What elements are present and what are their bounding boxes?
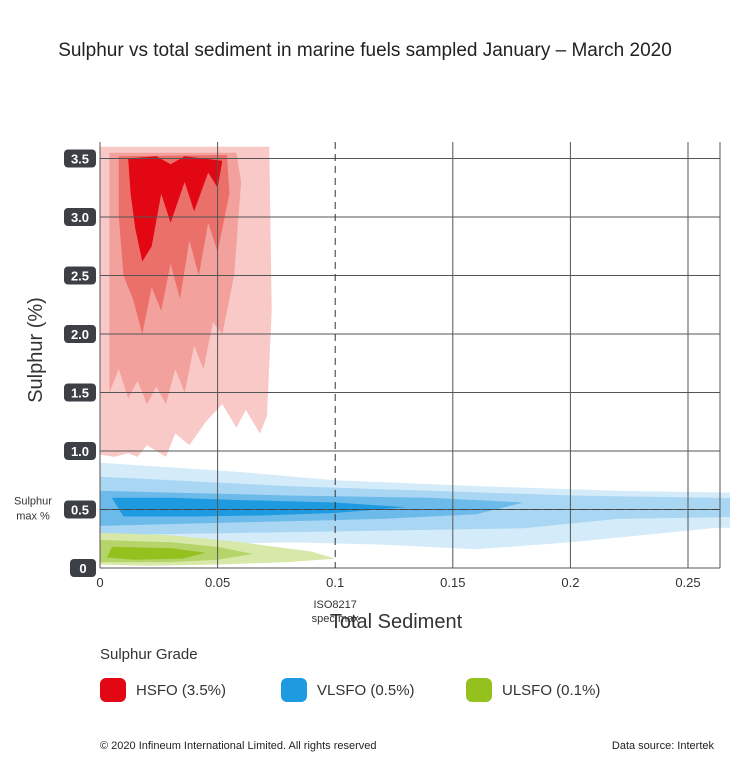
y-tick-badge-0 <box>70 559 96 577</box>
x-tick-label-0: 0 <box>96 575 103 590</box>
density-chart: ISO8217 spec max Sulphur max % 0 0.5 1.0 1.5 2.… <box>14 142 730 633</box>
y-tick-label-1: 0.5 <box>71 503 89 518</box>
y-tick-badge-3 <box>64 383 96 402</box>
copyright-text: © 2020 Infineum International Limited. A… <box>100 740 377 752</box>
y-tick-label-6: 3.0 <box>71 210 89 225</box>
y-tick-label-3: 1.5 <box>71 386 89 401</box>
y-tick-badge-2 <box>64 442 96 460</box>
y-axis-label: Sulphur (%) <box>25 297 47 403</box>
hsfo-density-band-4 <box>128 156 223 262</box>
tick-labels: 0 0.5 1.0 1.5 2.0 2.5 3.0 3.5 0 0.05 0.1 0.15 0.2 0.2… <box>64 149 701 590</box>
x-tick-label-3: 0.15 <box>440 575 465 590</box>
legend-swatch-ulsfo <box>466 678 492 702</box>
iso8217-label-line1: ISO8217 <box>313 599 356 611</box>
sulphur-max-label-line2: max % <box>16 511 50 523</box>
chart-title: Sulphur vs total sediment in marine fuel… <box>58 40 672 61</box>
y-tick-label-5: 2.5 <box>71 269 89 284</box>
x-tick-label-2: 0.1 <box>326 575 344 590</box>
ulsfo-density-band-3 <box>107 546 206 560</box>
y-tick-badge-7 <box>64 149 96 168</box>
legend-item-hsfo: HSFO (3.5%) <box>100 677 226 703</box>
legend-label-ulsfo: ULSFO (0.1%) <box>502 681 601 699</box>
density-layer <box>100 146 730 566</box>
x-tick-label-1: 0.05 <box>205 575 230 590</box>
x-tick-label-4: 0.2 <box>561 575 579 590</box>
y-tick-label-4: 2.0 <box>71 327 89 342</box>
legend-label-vlsfo: VLSFO (0.5%) <box>317 681 415 699</box>
data-source-text: Data source: Intertek <box>611 740 714 752</box>
x-tick-label-5: 0.25 <box>675 575 700 590</box>
legend-title: Sulphur Grade <box>100 646 198 663</box>
legend-swatch-hsfo <box>100 678 126 702</box>
y-tick-label-0: 0 <box>79 561 86 576</box>
grid-layer <box>99 142 721 569</box>
iso8217-label-line2: spec max <box>312 613 360 625</box>
y-tick-label-7: 3.5 <box>71 152 89 167</box>
x-axis-label: Total Sediment <box>330 611 463 633</box>
y-tick-badge-6 <box>64 208 96 226</box>
reference-lines: ISO8217 spec max Sulphur max % <box>14 142 720 625</box>
y-tick-badge-1 <box>64 500 96 519</box>
sulphur-max-label-line1: Sulphur <box>14 496 52 508</box>
legend-item-vlsfo: VLSFO (0.5%) <box>281 677 415 703</box>
legend-item-ulsfo: ULSFO (0.1%) <box>466 677 600 703</box>
legend-label-hsfo: HSFO (3.5%) <box>136 681 227 699</box>
y-tick-badge-4 <box>64 325 96 343</box>
y-tick-label-2: 1.0 <box>71 444 89 459</box>
vlsfo-density-band-4 <box>111 497 406 517</box>
y-tick-badge-5 <box>64 266 96 285</box>
legend-swatch-vlsfo <box>281 678 307 702</box>
